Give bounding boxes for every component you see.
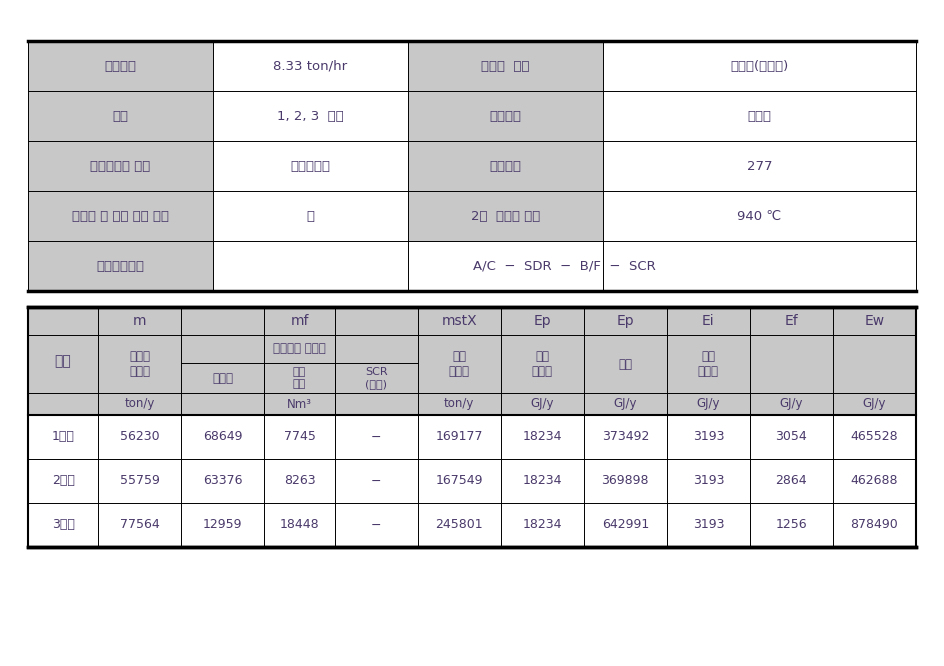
- Bar: [28, 307, 915, 415]
- Bar: [602, 191, 915, 241]
- Text: 2호기: 2호기: [52, 474, 75, 488]
- Text: A/C  −  SDR  −  B/F  −  SCR: A/C − SDR − B/F − SCR: [473, 260, 655, 272]
- Text: 18234: 18234: [522, 474, 562, 488]
- Bar: [602, 91, 915, 141]
- Text: 생활폐기물: 생활폐기물: [290, 159, 330, 172]
- Text: 스팀
생산량: 스팀 생산량: [448, 350, 469, 378]
- Text: 462688: 462688: [850, 474, 898, 488]
- Text: 8263: 8263: [283, 474, 315, 488]
- Text: 8.33 ton/hr: 8.33 ton/hr: [273, 59, 347, 73]
- Text: 보조연료 사용량: 보조연료 사용량: [273, 342, 326, 356]
- Text: 18234: 18234: [522, 430, 562, 444]
- Text: 내화물 내 수관 설치 여부: 내화물 내 수관 설치 여부: [72, 210, 169, 222]
- Bar: [28, 41, 212, 91]
- Bar: [212, 91, 408, 141]
- Bar: [408, 191, 602, 241]
- Bar: [212, 241, 915, 291]
- Text: 폐기물
투입량: 폐기물 투입량: [129, 350, 150, 378]
- Text: 연속식: 연속식: [747, 109, 770, 123]
- Text: Ep: Ep: [533, 314, 550, 328]
- Text: 373492: 373492: [601, 430, 649, 444]
- Text: 167549: 167549: [435, 474, 482, 488]
- Text: 465528: 465528: [850, 430, 898, 444]
- Text: 스팀: 스팀: [617, 358, 632, 370]
- Bar: [212, 41, 408, 91]
- Text: GJ/y: GJ/y: [779, 398, 802, 410]
- Text: 77564: 77564: [120, 519, 160, 531]
- Bar: [28, 141, 212, 191]
- Text: Ei: Ei: [701, 314, 714, 328]
- Text: 18448: 18448: [279, 519, 319, 531]
- Text: 12959: 12959: [203, 519, 243, 531]
- Text: 운전방식: 운전방식: [489, 109, 521, 123]
- Text: 63376: 63376: [203, 474, 243, 488]
- Text: mstX: mstX: [441, 314, 477, 328]
- Bar: [602, 41, 915, 91]
- Text: 878490: 878490: [850, 519, 898, 531]
- Bar: [408, 41, 602, 91]
- Text: 68649: 68649: [203, 430, 243, 444]
- Bar: [602, 141, 915, 191]
- Text: 호기: 호기: [112, 109, 128, 123]
- Text: 3054: 3054: [775, 430, 806, 444]
- Bar: [28, 191, 212, 241]
- Text: 1, 2, 3  호기: 1, 2, 3 호기: [277, 109, 344, 123]
- Text: m: m: [133, 314, 146, 328]
- Text: GJ/y: GJ/y: [530, 398, 553, 410]
- Bar: [28, 241, 212, 291]
- Text: 전기
생산량: 전기 생산량: [531, 350, 552, 378]
- Text: 642991: 642991: [601, 519, 649, 531]
- Text: 1호기: 1호기: [52, 430, 75, 444]
- Text: 전기
사용량: 전기 사용량: [697, 350, 718, 378]
- Text: −: −: [371, 430, 381, 444]
- Text: 방지시설구성: 방지시설구성: [96, 260, 144, 272]
- Bar: [212, 191, 408, 241]
- Text: 940 ℃: 940 ℃: [736, 210, 781, 222]
- Text: 56230: 56230: [120, 430, 160, 444]
- Text: 369898: 369898: [601, 474, 649, 488]
- Text: 3호기: 3호기: [52, 519, 75, 531]
- Text: 소각로  타입: 소각로 타입: [480, 59, 530, 73]
- Bar: [212, 141, 408, 191]
- Text: Ep: Ep: [615, 314, 633, 328]
- Text: GJ/y: GJ/y: [862, 398, 885, 410]
- Text: Nm³: Nm³: [287, 398, 312, 410]
- Text: 1256: 1256: [775, 519, 806, 531]
- Text: 처리폐기물 종류: 처리폐기물 종류: [91, 159, 150, 172]
- Text: GJ/y: GJ/y: [696, 398, 719, 410]
- Text: 운전
개시: 운전 개시: [293, 367, 306, 389]
- Text: 245801: 245801: [435, 519, 482, 531]
- Text: ton/y: ton/y: [125, 398, 155, 410]
- Bar: [28, 503, 915, 547]
- Text: 시설용량: 시설용량: [105, 59, 136, 73]
- Text: 무: 무: [306, 210, 314, 222]
- Text: 2차  연소실 온도: 2차 연소실 온도: [470, 210, 540, 222]
- Text: −: −: [371, 474, 381, 488]
- Text: 3193: 3193: [692, 519, 723, 531]
- Text: −: −: [371, 519, 381, 531]
- Bar: [408, 91, 602, 141]
- Text: 가동중: 가동중: [212, 372, 233, 384]
- Text: 2864: 2864: [775, 474, 806, 488]
- Text: 3193: 3193: [692, 474, 723, 488]
- Text: Ew: Ew: [864, 314, 884, 328]
- Text: 55759: 55759: [120, 474, 160, 488]
- Text: 277: 277: [746, 159, 771, 172]
- Text: 7745: 7745: [283, 430, 315, 444]
- Text: 169177: 169177: [435, 430, 482, 444]
- Bar: [408, 141, 602, 191]
- Bar: [28, 415, 915, 459]
- Text: 가동일수: 가동일수: [489, 159, 521, 172]
- Text: 호기: 호기: [55, 354, 72, 368]
- Text: ton/y: ton/y: [444, 398, 474, 410]
- Text: GJ/y: GJ/y: [613, 398, 636, 410]
- Text: 스토커(이동식): 스토커(이동식): [730, 59, 788, 73]
- Text: 18234: 18234: [522, 519, 562, 531]
- Text: 3193: 3193: [692, 430, 723, 444]
- Text: Ef: Ef: [784, 314, 798, 328]
- Text: SCR
(승온): SCR (승온): [364, 367, 387, 389]
- Bar: [28, 459, 915, 503]
- Text: mf: mf: [290, 314, 309, 328]
- Bar: [28, 91, 212, 141]
